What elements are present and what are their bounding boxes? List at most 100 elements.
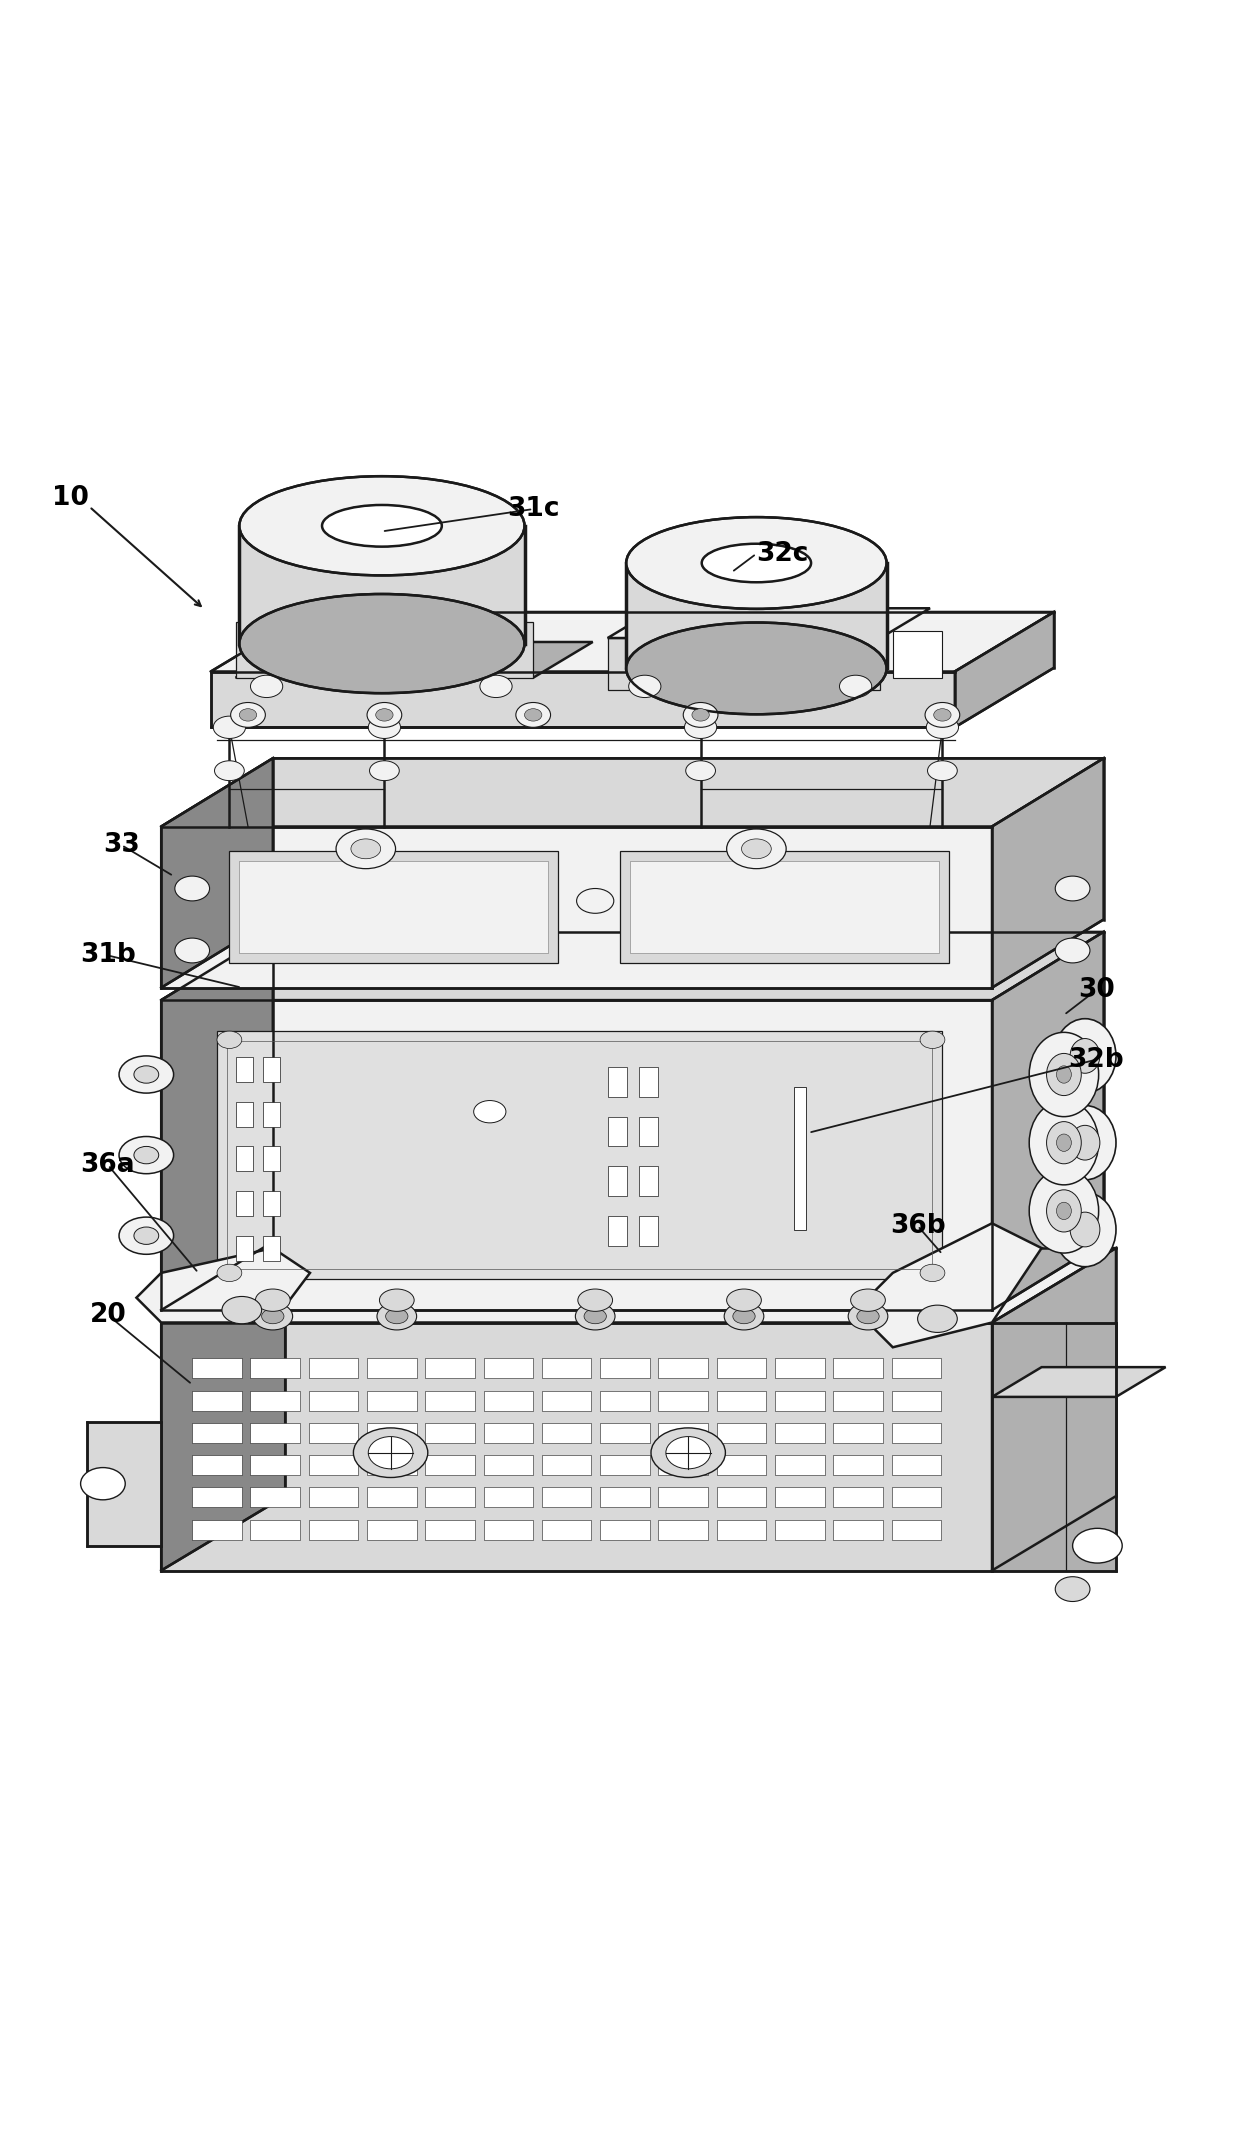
Polygon shape <box>484 1358 533 1378</box>
Ellipse shape <box>239 593 525 694</box>
Text: 32b: 32b <box>1069 1047 1123 1072</box>
Ellipse shape <box>733 1309 755 1324</box>
Polygon shape <box>833 1519 883 1539</box>
Ellipse shape <box>727 830 786 868</box>
Polygon shape <box>367 1487 417 1506</box>
Ellipse shape <box>367 703 402 726</box>
Bar <box>236 1102 253 1126</box>
Polygon shape <box>992 933 1104 1311</box>
Polygon shape <box>608 608 930 638</box>
Ellipse shape <box>724 1302 764 1330</box>
Polygon shape <box>542 1519 591 1539</box>
Polygon shape <box>484 1519 533 1539</box>
Ellipse shape <box>584 1309 606 1324</box>
Ellipse shape <box>1056 1201 1071 1221</box>
Polygon shape <box>600 1519 650 1539</box>
Ellipse shape <box>934 709 951 722</box>
Polygon shape <box>833 1455 883 1474</box>
Ellipse shape <box>1029 1100 1099 1184</box>
Polygon shape <box>161 933 273 1311</box>
Polygon shape <box>600 1358 650 1378</box>
Bar <box>263 1145 280 1171</box>
Polygon shape <box>309 1487 358 1506</box>
Polygon shape <box>192 1519 242 1539</box>
Polygon shape <box>484 1390 533 1410</box>
Ellipse shape <box>626 518 887 608</box>
Ellipse shape <box>686 761 715 780</box>
Bar <box>608 1117 627 1145</box>
Polygon shape <box>833 1487 883 1506</box>
Polygon shape <box>992 759 1104 989</box>
Polygon shape <box>658 1487 708 1506</box>
Polygon shape <box>892 1455 941 1474</box>
Ellipse shape <box>222 1296 262 1324</box>
Polygon shape <box>309 1455 358 1474</box>
Bar <box>236 621 533 677</box>
Ellipse shape <box>629 675 661 698</box>
Ellipse shape <box>368 1436 413 1468</box>
Polygon shape <box>161 933 1104 999</box>
Ellipse shape <box>925 703 960 726</box>
Polygon shape <box>161 1322 992 1571</box>
Polygon shape <box>658 1455 708 1474</box>
Polygon shape <box>484 1455 533 1474</box>
Polygon shape <box>833 1423 883 1442</box>
Polygon shape <box>161 1249 1116 1322</box>
Polygon shape <box>542 1358 591 1378</box>
Ellipse shape <box>666 1436 711 1468</box>
Text: 20: 20 <box>89 1302 126 1328</box>
Ellipse shape <box>134 1227 159 1244</box>
Ellipse shape <box>253 1302 293 1330</box>
Polygon shape <box>892 1423 941 1442</box>
Ellipse shape <box>480 675 512 698</box>
Ellipse shape <box>1029 1169 1099 1253</box>
Ellipse shape <box>370 761 399 780</box>
Text: 32c: 32c <box>756 542 808 567</box>
Polygon shape <box>542 1455 591 1474</box>
Polygon shape <box>542 1423 591 1442</box>
Ellipse shape <box>1029 1032 1099 1117</box>
Bar <box>229 851 558 963</box>
Polygon shape <box>367 1390 417 1410</box>
Polygon shape <box>309 1390 358 1410</box>
Ellipse shape <box>577 888 614 913</box>
Ellipse shape <box>575 1302 615 1330</box>
Polygon shape <box>87 1423 161 1545</box>
Bar <box>608 1068 627 1096</box>
Ellipse shape <box>134 1145 159 1165</box>
Polygon shape <box>484 1423 533 1442</box>
Polygon shape <box>992 1249 1116 1571</box>
Ellipse shape <box>1056 1066 1071 1083</box>
Polygon shape <box>192 1358 242 1378</box>
Polygon shape <box>192 1487 242 1506</box>
Polygon shape <box>136 1249 310 1322</box>
Bar <box>639 1167 658 1197</box>
Ellipse shape <box>626 623 887 713</box>
Ellipse shape <box>239 477 525 576</box>
Ellipse shape <box>376 709 393 722</box>
Bar <box>794 1087 806 1229</box>
Polygon shape <box>600 1455 650 1474</box>
Polygon shape <box>600 1390 650 1410</box>
Ellipse shape <box>1047 1191 1081 1231</box>
Text: 30: 30 <box>1078 978 1115 1004</box>
Polygon shape <box>192 1423 242 1442</box>
Polygon shape <box>425 1358 475 1378</box>
Polygon shape <box>717 1487 766 1506</box>
Text: 31c: 31c <box>507 496 559 522</box>
Ellipse shape <box>920 1032 945 1049</box>
Bar <box>263 1236 280 1261</box>
Ellipse shape <box>516 703 551 726</box>
Polygon shape <box>992 1367 1166 1397</box>
Text: 10: 10 <box>52 486 89 511</box>
Ellipse shape <box>351 838 381 860</box>
Polygon shape <box>309 1519 358 1539</box>
Ellipse shape <box>175 877 210 900</box>
Ellipse shape <box>474 1100 506 1124</box>
Polygon shape <box>367 1423 417 1442</box>
Polygon shape <box>425 1423 475 1442</box>
Ellipse shape <box>839 675 872 698</box>
Ellipse shape <box>1056 1135 1071 1152</box>
Bar <box>227 1040 932 1270</box>
Polygon shape <box>192 1455 242 1474</box>
